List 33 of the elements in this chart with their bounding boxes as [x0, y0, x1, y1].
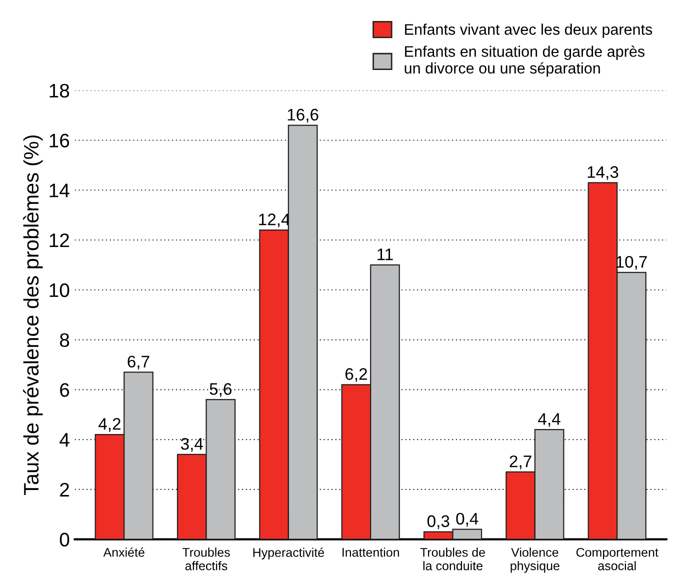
- y-tick-label: 0: [60, 532, 70, 547]
- data-label: 5,6: [210, 383, 232, 397]
- x-tick-label: Troubles de la conduite: [420, 548, 485, 570]
- y-tick-label: 14: [50, 184, 70, 198]
- y-tick-label: 8: [60, 333, 70, 347]
- x-tick-label: Hyperactivité: [253, 548, 324, 560]
- y-tick-label: 6: [60, 383, 70, 397]
- data-label: 2,7: [510, 455, 532, 470]
- data-label: 4,2: [98, 418, 120, 432]
- y-axis-title: Taux de prévalence des problèmes (%): [23, 135, 43, 495]
- y-tick-label: 10: [50, 283, 70, 298]
- data-label: 11: [378, 248, 393, 260]
- y-tick-label: 4: [60, 433, 70, 447]
- data-label: 0,4: [456, 512, 478, 527]
- x-tick-label: Inattention: [342, 548, 399, 557]
- y-tick-label: 2: [60, 482, 69, 496]
- data-label: 12,4: [259, 214, 290, 228]
- x-tick-label: Violence physique: [510, 548, 560, 573]
- x-tick-label: Troubles affectifs: [182, 548, 230, 570]
- y-tick-label: 18: [50, 84, 70, 98]
- x-tick-label: Comportement asocial: [576, 548, 658, 570]
- data-label: 3,4: [180, 438, 203, 452]
- data-label: 6,7: [128, 356, 150, 370]
- legend-label: Enfants en situation de garde après un divorce ou une séparation: [404, 46, 644, 77]
- legend-label: Enfants vivant avec les deux parents: [405, 24, 652, 38]
- data-label: 6,2: [345, 368, 367, 382]
- data-label: 14,3: [588, 166, 618, 180]
- y-tick-label: 16: [50, 134, 70, 148]
- data-label: 4,4: [538, 413, 560, 427]
- data-label: 16,6: [288, 108, 318, 123]
- x-tick-label: Anxiété: [103, 547, 144, 557]
- data-label: 0,3: [427, 515, 450, 530]
- y-tick-label: 12: [50, 233, 69, 248]
